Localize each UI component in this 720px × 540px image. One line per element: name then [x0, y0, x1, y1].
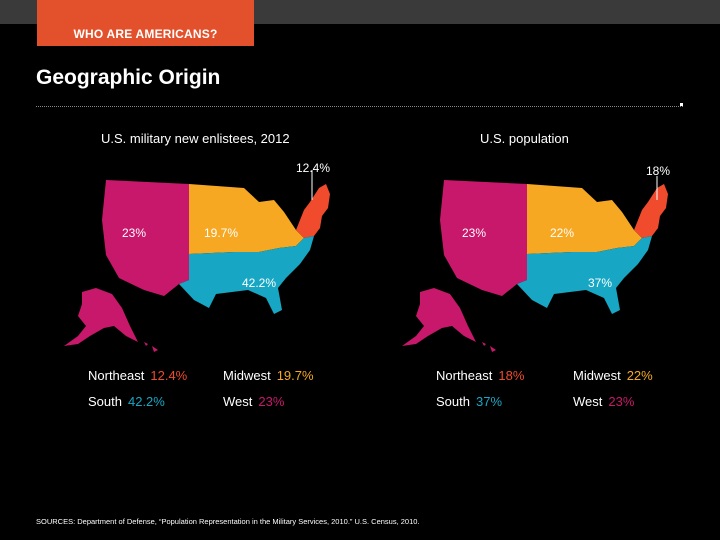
south-pct-label: 37% [588, 276, 612, 290]
northeast-region [296, 184, 330, 238]
legend-name: Northeast [436, 368, 493, 383]
legend-name: West [573, 394, 603, 409]
right-legend-south: South 37% [436, 394, 502, 409]
legend-name: West [223, 394, 253, 409]
legend-name: Midwest [223, 368, 271, 383]
legend-value: 12.4% [150, 368, 188, 383]
midwest-region [527, 184, 642, 254]
left-map-subtitle: U.S. military new enlistees, 2012 [101, 131, 290, 146]
west-region [440, 180, 527, 296]
source-note: SOURCES: Department of Defense, “Populat… [36, 517, 420, 526]
legend-name: Northeast [88, 368, 145, 383]
alaska-shape [64, 288, 138, 346]
south-pct-label: 42.2% [242, 276, 276, 290]
title-divider [36, 106, 683, 107]
alaska-shape [402, 288, 476, 346]
northeast-pct-label: 18% [646, 164, 670, 178]
legend-name: South [88, 394, 122, 409]
hawaii-shape [482, 342, 496, 352]
left-legend-midwest: Midwest 19.7% [223, 368, 314, 383]
legend-value: 18% [498, 368, 525, 383]
hawaii-shape [144, 342, 158, 352]
legend-name: South [436, 394, 470, 409]
divider-end-dot [680, 103, 683, 106]
legend-value: 37% [475, 394, 503, 409]
south-region [517, 236, 652, 314]
legend-value: 42.2% [127, 394, 165, 409]
section-tag-label: WHO ARE AMERICANS? [73, 27, 218, 41]
south-region [179, 236, 314, 314]
page-title: Geographic Origin [36, 66, 221, 89]
midwest-pct-label: 19.7% [204, 226, 238, 240]
west-pct-label: 23% [122, 226, 146, 240]
right-legend-northeast: Northeast 18% [436, 368, 524, 383]
left-us-map: 12.4% 23% 19.7% 42.2% [64, 161, 330, 352]
left-legend-northeast: Northeast 12.4% [88, 368, 187, 383]
left-legend-west: West 23% [223, 394, 284, 409]
right-us-map: 18% 23% 22% 37% [402, 164, 670, 352]
midwest-pct-label: 22% [550, 226, 574, 240]
legend-value: 19.7% [276, 368, 314, 383]
left-legend-south: South 42.2% [88, 394, 165, 409]
northeast-region [634, 184, 668, 238]
legend-value: 23% [608, 394, 635, 409]
section-tag: WHO ARE AMERICANS? [37, 0, 254, 46]
right-legend-midwest: Midwest 22% [573, 368, 653, 383]
west-region [102, 180, 189, 296]
right-map-subtitle: U.S. population [480, 131, 569, 146]
west-pct-label: 23% [462, 226, 486, 240]
right-legend-west: West 23% [573, 394, 634, 409]
northeast-pct-label: 12.4% [296, 161, 330, 175]
midwest-region [189, 184, 304, 254]
legend-value: 23% [258, 394, 285, 409]
legend-name: Midwest [573, 368, 621, 383]
legend-value: 22% [626, 368, 653, 383]
